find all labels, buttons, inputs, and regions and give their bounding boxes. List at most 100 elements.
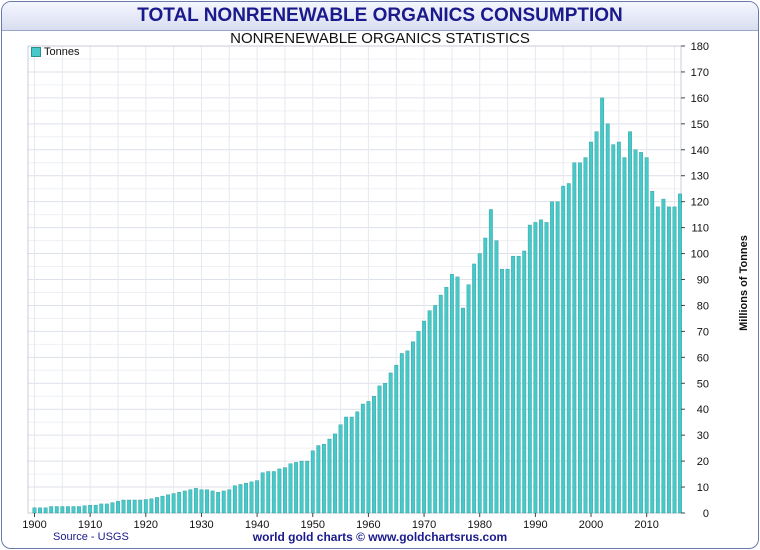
bar-1935 xyxy=(227,489,232,514)
y-axis-label: Millions of Tonnes xyxy=(738,235,750,331)
bar-1938 xyxy=(244,482,248,514)
bar-1916 xyxy=(121,499,126,514)
bar-1986 xyxy=(511,255,516,514)
bar-1989 xyxy=(527,224,532,514)
bar-1933 xyxy=(216,492,221,514)
bar-1924 xyxy=(166,494,170,514)
y-tick-label: 180 xyxy=(691,41,709,53)
bar-1984 xyxy=(500,268,504,514)
bar-1965 xyxy=(394,364,399,514)
y-tick-label: 150 xyxy=(691,119,709,131)
legend-label: Tonnes xyxy=(44,46,80,58)
bar-1998 xyxy=(577,162,582,514)
footer-credit: world gold charts © www.goldchartsrus.co… xyxy=(252,530,508,544)
bar-1962 xyxy=(377,385,382,514)
bar-1913 xyxy=(104,503,109,514)
bar-1972 xyxy=(433,305,438,514)
bar-1949 xyxy=(305,460,310,514)
bar-1948 xyxy=(299,460,304,514)
bar-1934 xyxy=(221,490,226,514)
bar-2016 xyxy=(678,193,682,514)
bar-1952 xyxy=(321,444,326,514)
y-tick-label: 20 xyxy=(697,456,709,468)
bar-1941 xyxy=(260,472,265,514)
bar-2015 xyxy=(672,206,677,514)
bar-1930 xyxy=(199,489,204,514)
bar-1981 xyxy=(483,237,488,514)
y-tick-label: 10 xyxy=(697,482,709,494)
bar-1927 xyxy=(182,490,187,514)
bar-1963 xyxy=(383,383,388,514)
bar-1908 xyxy=(77,506,81,514)
bar-2002 xyxy=(600,97,605,514)
y-tick-label: 60 xyxy=(697,352,709,364)
bar-1906 xyxy=(65,506,70,514)
x-tick-label: 1990 xyxy=(523,519,547,531)
bar-1959 xyxy=(360,403,365,514)
bar-1940 xyxy=(255,480,260,514)
y-tick-label: 170 xyxy=(691,67,709,79)
bar-1902 xyxy=(43,507,48,514)
bar-1969 xyxy=(416,331,421,514)
x-axis-ticks: 1900 1910 1920 1930 1940 1950 1960 1970 1980 1990… xyxy=(22,513,659,531)
x-tick-label: 1940 xyxy=(245,519,269,531)
bar-1994 xyxy=(555,201,560,514)
y-tick-label: 130 xyxy=(691,171,709,183)
bar-2008 xyxy=(633,149,638,514)
bar-2012 xyxy=(655,206,660,514)
bar-1946 xyxy=(288,463,293,514)
bar-1992 xyxy=(544,222,549,514)
bar-1917 xyxy=(127,499,132,514)
bar-1939 xyxy=(249,481,254,514)
bar-2003 xyxy=(605,123,610,514)
bar-2013 xyxy=(661,198,666,514)
bar-1976 xyxy=(455,276,460,514)
bar-2006 xyxy=(622,157,627,514)
bar-1910 xyxy=(88,505,93,514)
bar-1967 xyxy=(405,350,410,514)
bar-2005 xyxy=(616,141,621,514)
bar-1985 xyxy=(505,268,510,514)
y-axis-ticks: 0 10 20 30 40 50 60 70 80 90 100 110 120 130 140 150 160… xyxy=(681,41,709,520)
bar-1966 xyxy=(399,353,404,514)
bar-1961 xyxy=(372,396,376,514)
bar-1937 xyxy=(238,484,243,514)
bar-1931 xyxy=(205,489,209,514)
y-tick-label: 100 xyxy=(691,249,709,261)
bar-1920 xyxy=(143,499,148,514)
bar-1990 xyxy=(533,222,538,514)
bar-1912 xyxy=(99,503,104,514)
bar-1973 xyxy=(438,294,443,514)
bar-2007 xyxy=(628,131,632,514)
bar-1995 xyxy=(561,185,566,514)
y-tick-label: 30 xyxy=(697,430,709,442)
legend-swatch xyxy=(31,47,41,57)
x-tick-label: 1960 xyxy=(356,519,380,531)
bar-1971 xyxy=(427,310,432,514)
bar-2014 xyxy=(667,206,671,514)
bar-1957 xyxy=(349,416,354,514)
bar-1947 xyxy=(294,462,298,514)
bar-1907 xyxy=(71,506,76,514)
bar-1921 xyxy=(149,498,154,514)
bar-1988 xyxy=(522,250,527,514)
bar-1996 xyxy=(566,183,571,514)
bar-1942 xyxy=(266,471,271,514)
bar-1951 xyxy=(316,445,321,514)
bar-1945 xyxy=(283,467,287,514)
bar-1980 xyxy=(477,253,482,514)
y-tick-label: 160 xyxy=(691,93,709,105)
bar-1918 xyxy=(132,499,137,514)
bar-1905 xyxy=(60,506,65,514)
bar-1987 xyxy=(516,255,521,514)
x-tick-label: 1930 xyxy=(189,519,213,531)
bar-1936 xyxy=(232,485,237,514)
bar-1964 xyxy=(388,372,393,514)
bar-1982 xyxy=(488,209,493,514)
x-tick-label: 1950 xyxy=(301,519,325,531)
bar-1903 xyxy=(49,506,54,514)
bar-1900 xyxy=(32,507,37,514)
bar-1956 xyxy=(344,416,349,514)
bar-1977 xyxy=(461,307,465,514)
